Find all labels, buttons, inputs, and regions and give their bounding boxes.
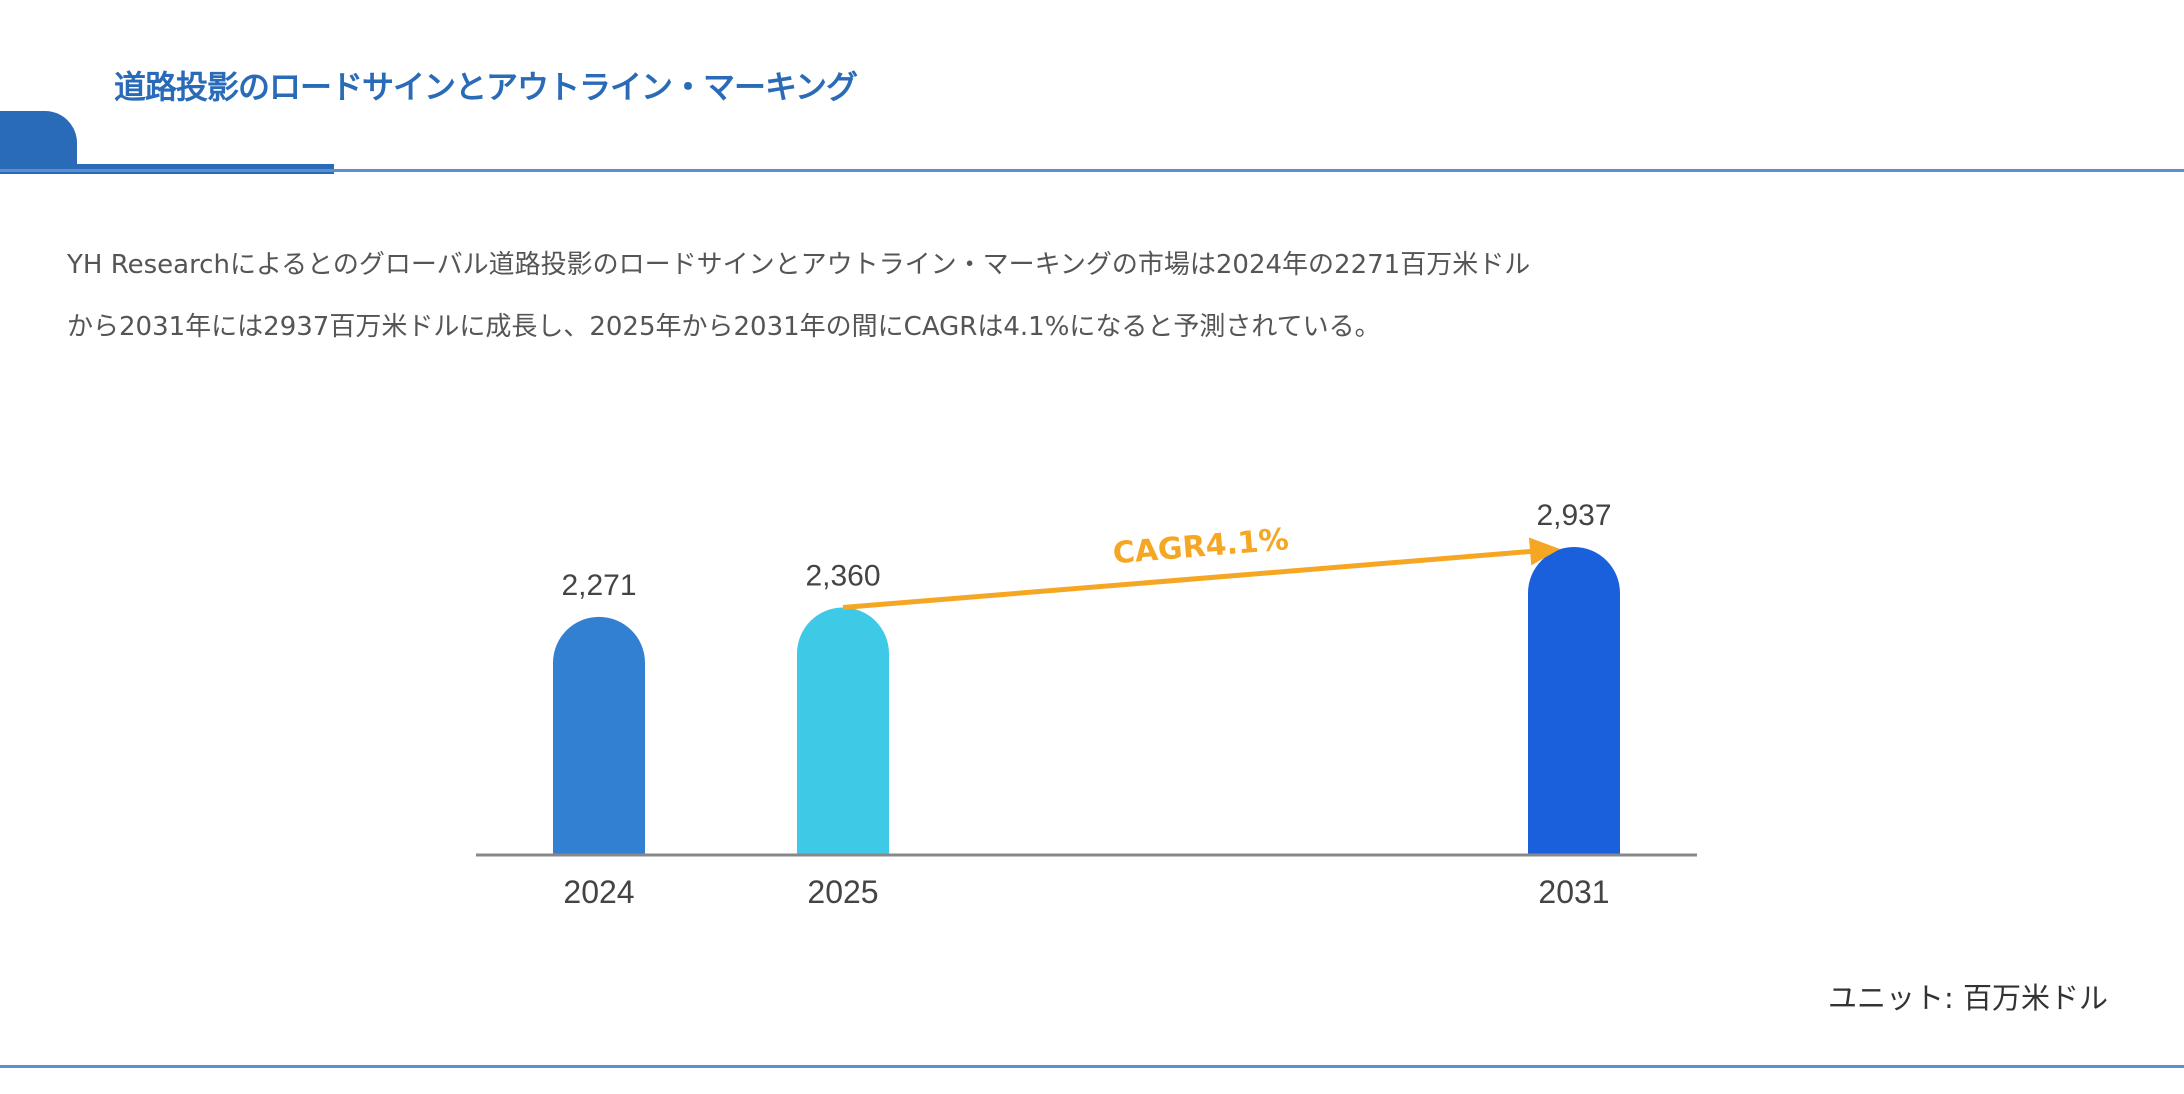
value-label-2031: 2,937 bbox=[1536, 499, 1611, 532]
x-tick-label-2025: 2025 bbox=[807, 874, 878, 910]
bar-2025 bbox=[797, 607, 890, 855]
header-tab-decoration bbox=[0, 111, 77, 173]
cagr-arrow-line bbox=[842, 548, 1541, 611]
footer-divider bbox=[0, 1065, 2184, 1068]
value-label-2024: 2,271 bbox=[561, 569, 636, 602]
x-tick-label-2031: 2031 bbox=[1538, 874, 1609, 910]
unit-label: ユニット: 百万米ドル bbox=[1828, 981, 2108, 1015]
bar-2024 bbox=[553, 616, 645, 855]
x-tick-label-2024: 2024 bbox=[563, 874, 634, 910]
value-label-2025: 2,360 bbox=[805, 560, 880, 593]
page-title: 道路投影のロードサインとアウトライン・マーキング bbox=[114, 68, 858, 106]
cagr-annotation-label: CAGR4.1% bbox=[1112, 522, 1290, 571]
market-description: YH Researchによるとのグローバル道路投影のロードサインとアウトライン・… bbox=[67, 234, 2127, 358]
bar-2031 bbox=[1528, 547, 1620, 855]
description-line-2: から2031年には2937百万米ドルに成長し、2025年から2031年の間にCA… bbox=[67, 312, 1381, 342]
description-line-1: YH Researchによるとのグローバル道路投影のロードサインとアウトライン・… bbox=[67, 250, 1531, 280]
cagr-arrow-head bbox=[1528, 537, 1560, 566]
header-divider bbox=[0, 169, 2184, 172]
